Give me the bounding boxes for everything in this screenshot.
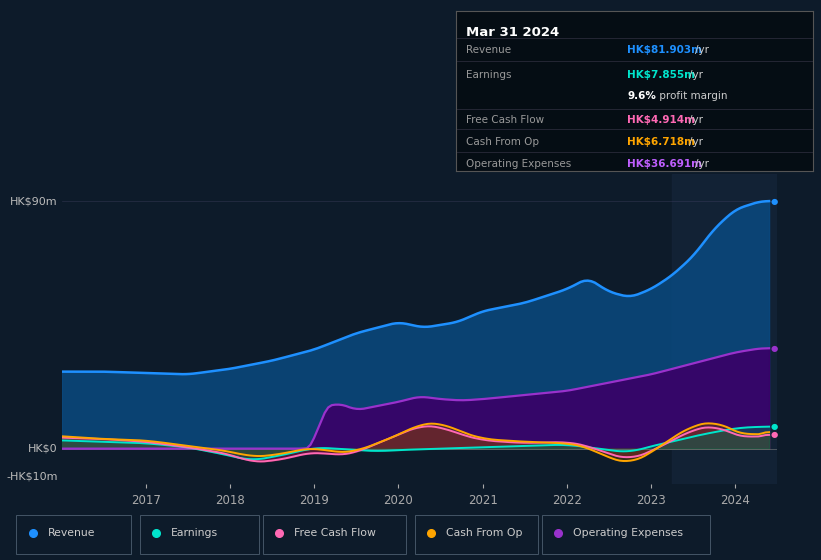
Text: /yr: /yr bbox=[689, 70, 703, 80]
Text: HK$6.718m: HK$6.718m bbox=[627, 137, 695, 147]
Text: /yr: /yr bbox=[695, 44, 709, 54]
Text: Cash From Op: Cash From Op bbox=[466, 137, 539, 147]
Text: Mar 31 2024: Mar 31 2024 bbox=[466, 26, 560, 39]
Text: HK$0: HK$0 bbox=[29, 444, 58, 454]
Text: /yr: /yr bbox=[695, 160, 709, 170]
Text: Earnings: Earnings bbox=[171, 529, 218, 538]
Text: HK$36.691m: HK$36.691m bbox=[627, 160, 702, 170]
Text: profit margin: profit margin bbox=[656, 91, 728, 101]
Text: ●: ● bbox=[771, 422, 778, 431]
Text: HK$7.855m: HK$7.855m bbox=[627, 70, 695, 80]
Bar bbox=[672, 174, 777, 484]
Text: 9.6%: 9.6% bbox=[627, 91, 656, 101]
Text: Operating Expenses: Operating Expenses bbox=[573, 529, 683, 538]
Text: Operating Expenses: Operating Expenses bbox=[466, 160, 571, 170]
Text: ●: ● bbox=[771, 431, 778, 440]
Text: Cash From Op: Cash From Op bbox=[446, 529, 522, 538]
Text: /yr: /yr bbox=[689, 137, 703, 147]
Text: ●: ● bbox=[771, 344, 778, 353]
Text: Free Cash Flow: Free Cash Flow bbox=[466, 115, 544, 125]
Text: /yr: /yr bbox=[689, 115, 703, 125]
Text: HK$81.903m: HK$81.903m bbox=[627, 44, 702, 54]
Text: -HK$10m: -HK$10m bbox=[7, 471, 58, 481]
Text: Earnings: Earnings bbox=[466, 70, 511, 80]
Text: ●: ● bbox=[771, 197, 778, 206]
Text: Revenue: Revenue bbox=[48, 529, 95, 538]
Text: Revenue: Revenue bbox=[466, 44, 511, 54]
Text: HK$4.914m: HK$4.914m bbox=[627, 115, 695, 125]
Text: Free Cash Flow: Free Cash Flow bbox=[294, 529, 376, 538]
Text: HK$90m: HK$90m bbox=[11, 196, 58, 206]
